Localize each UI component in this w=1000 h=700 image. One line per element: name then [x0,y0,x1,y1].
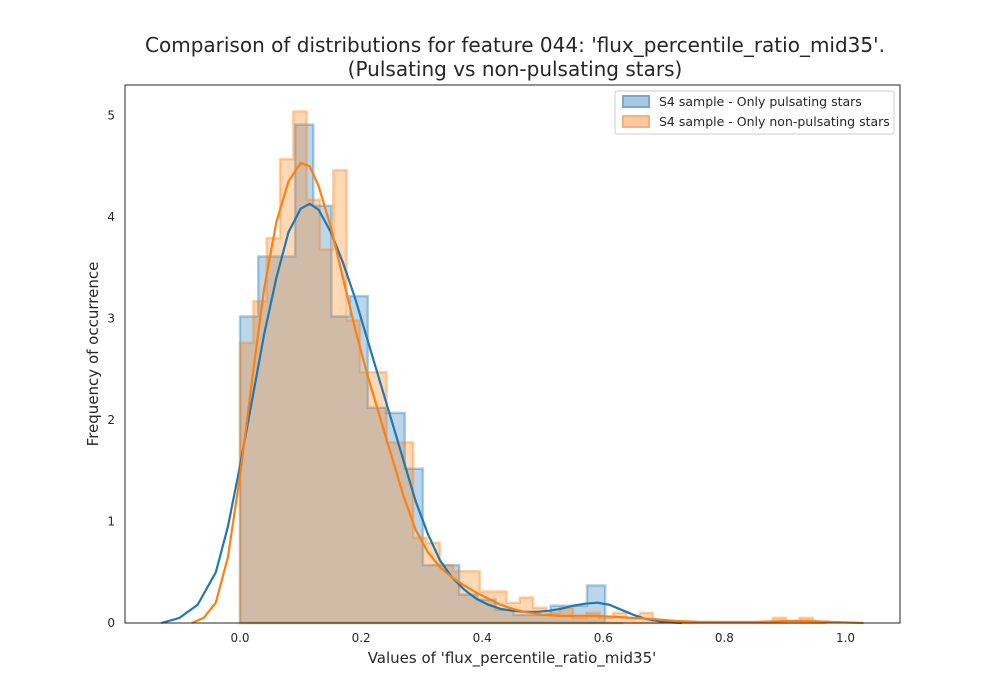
plot-frame [124,84,901,624]
x-tick-label: 0.4 [473,631,492,645]
legend-label-pulsating: S4 sample - Only pulsating stars [659,94,862,109]
x-tick-label: 0.8 [715,631,734,645]
histogram-series-pulsating [238,123,624,625]
kde-line-pulsating [161,202,683,625]
x-axis-ticks: 0.0 0.2 0.4 0.6 0.8 1.0 [230,631,855,645]
kde-line-non-pulsating [191,162,864,625]
plot-area [161,110,864,625]
x-tick-label: 0.0 [230,631,249,645]
chart-title-line-1: Comparison of distributions for feature … [145,33,885,57]
y-tick-label: 2 [107,413,115,427]
x-axis-label: Values of 'flux_percentile_ratio_mid35' [368,649,657,668]
legend-swatch-non-pulsating [622,115,650,128]
y-tick-label: 0 [107,616,115,630]
legend: S4 sample - Only pulsating stars S4 samp… [614,90,895,135]
x-tick-label: 0.2 [352,631,371,645]
legend-box [614,90,895,135]
y-tick-label: 3 [107,311,115,325]
y-axis-label: Frequency of occurrence [84,262,102,447]
chart-title-line-2: (Pulsating vs non-pulsating stars) [348,57,683,81]
legend-label-non-pulsating: S4 sample - Only non-pulsating stars [659,114,890,129]
histogram-series-non-pulsating [238,110,827,625]
x-tick-label: 0.6 [594,631,613,645]
y-tick-label: 1 [107,514,115,528]
y-axis-ticks: 0 1 2 3 4 5 [107,108,115,630]
legend-swatch-pulsating [622,95,650,108]
y-tick-label: 5 [107,108,115,122]
y-tick-label: 4 [107,210,115,224]
x-tick-label: 1.0 [836,631,855,645]
